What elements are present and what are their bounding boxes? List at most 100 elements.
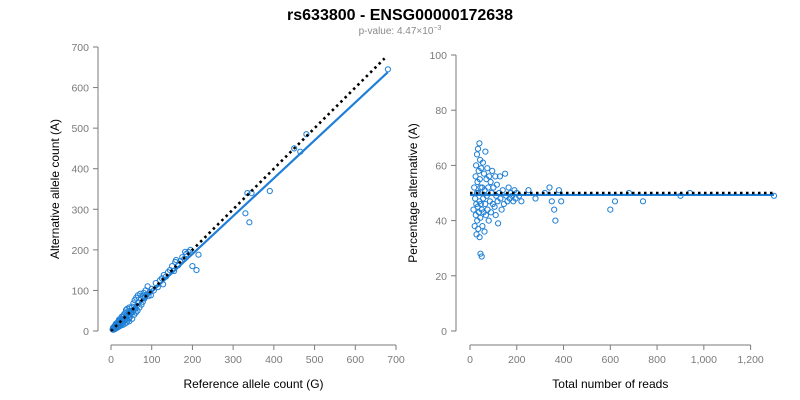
x-tick-label: 400 — [265, 354, 283, 366]
y-tick-label: 0 — [441, 326, 447, 338]
x-tick-label: 300 — [224, 354, 242, 366]
x-tick-label: 1,000 — [691, 354, 717, 366]
y-tick-label: 80 — [435, 105, 447, 117]
y-tick-label: 500 — [71, 123, 89, 135]
data-point — [474, 145, 482, 152]
data-point — [484, 206, 491, 213]
x-tick-label: 200 — [184, 354, 202, 366]
data-point — [493, 181, 500, 188]
data-point — [525, 187, 532, 194]
y-tick-label: 100 — [71, 285, 89, 297]
y-tick-label: 300 — [71, 204, 89, 216]
data-point — [546, 184, 553, 191]
data-point — [499, 187, 506, 194]
data-point — [477, 250, 484, 257]
data-point — [482, 200, 489, 208]
data-point — [472, 173, 479, 180]
y-axis-label: Alternative allele count (A) — [48, 119, 62, 259]
reference-line — [110, 57, 386, 332]
data-point — [471, 223, 478, 230]
y-tick-label: 600 — [71, 83, 89, 95]
data-point — [496, 173, 503, 180]
data-point — [246, 219, 253, 226]
data-point — [486, 173, 493, 180]
y-tick-label: 20 — [435, 271, 447, 283]
data-point — [242, 210, 249, 217]
data-point — [193, 267, 200, 274]
x-tick-label: 400 — [555, 354, 573, 366]
y-tick-label: 60 — [435, 160, 447, 172]
p-value-exponent: −3 — [433, 25, 441, 32]
data-point — [477, 214, 484, 221]
data-point — [532, 195, 539, 202]
data-point — [476, 140, 483, 147]
data-point — [505, 184, 512, 191]
data-point — [485, 184, 492, 191]
data-point — [551, 206, 558, 213]
data-point — [492, 173, 499, 180]
data-point — [482, 212, 489, 219]
data-point — [479, 159, 486, 166]
data-point — [134, 307, 141, 314]
data-point — [473, 151, 481, 158]
data-point — [291, 145, 298, 152]
x-axis-label: Total number of reads — [552, 377, 668, 391]
data-point — [490, 184, 497, 191]
x-tick-label: 600 — [347, 354, 365, 366]
data-point — [502, 170, 509, 177]
data-point — [484, 165, 491, 172]
data-point — [487, 209, 495, 216]
data-point — [478, 165, 485, 172]
data-point — [480, 170, 488, 177]
data-point — [500, 200, 507, 208]
y-tick-label: 40 — [435, 216, 447, 228]
data-point — [611, 198, 619, 205]
data-point — [475, 225, 482, 232]
y-tick-label: 200 — [71, 245, 89, 257]
allele-count-scatter: 0 100 200 300 400 500 600 700 0 100 200 300 400 500 60… — [48, 42, 405, 391]
data-point — [476, 176, 483, 183]
data-point — [482, 148, 489, 155]
data-point — [495, 220, 502, 227]
data-point — [480, 195, 487, 202]
data-point — [487, 178, 494, 186]
data-point — [489, 167, 496, 174]
y-tick-label: 100 — [429, 50, 447, 62]
data-point — [498, 206, 505, 213]
data-point — [303, 131, 310, 138]
fit-line — [110, 71, 389, 331]
data-point — [471, 184, 478, 191]
x-tick-label: 0 — [467, 354, 473, 366]
data-point — [195, 251, 202, 258]
data-point — [555, 187, 563, 194]
data-point — [558, 198, 565, 205]
y-tick-label: 400 — [71, 164, 89, 176]
data-point — [639, 198, 647, 205]
percentage-alternative-scatter: 0 20 40 60 80 100 0 200 400 600 800 1,000 1,200 Total… — [406, 50, 778, 391]
y-tick-label: 0 — [83, 326, 89, 338]
x-tick-label: 200 — [508, 354, 526, 366]
data-point — [485, 217, 492, 224]
data-point — [476, 234, 483, 241]
data-point — [173, 256, 180, 264]
figure-subtitle: p-value: 4.47×10−3 — [359, 25, 442, 37]
data-point — [189, 263, 196, 270]
x-tick-label: 0 — [108, 354, 114, 366]
x-axis-label: Reference allele count (G) — [183, 377, 323, 391]
x-tick-label: 600 — [602, 354, 620, 366]
p-value-text: p-value: 4.47×10 — [359, 26, 434, 37]
data-point — [470, 206, 477, 213]
data-point — [477, 200, 484, 208]
data-point — [266, 187, 273, 195]
data-point — [477, 184, 484, 191]
x-tick-label: 500 — [306, 354, 324, 366]
data-point — [548, 198, 555, 205]
y-tick-label: 700 — [71, 42, 89, 54]
data-point — [492, 212, 499, 219]
data-point — [491, 203, 498, 210]
data-point — [607, 206, 614, 213]
data-point — [481, 228, 488, 235]
data-point — [125, 314, 132, 322]
data-point — [518, 198, 525, 205]
